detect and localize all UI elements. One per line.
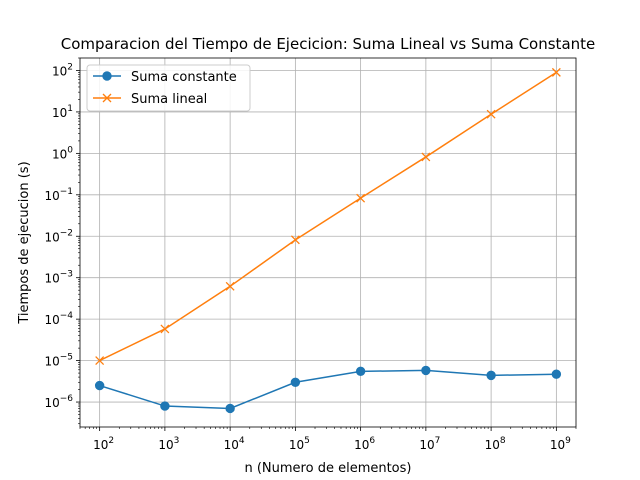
x-tick-label: 105: [289, 436, 310, 452]
series-line: [99, 369, 557, 410]
legend-label: Suma constante: [131, 70, 237, 85]
x-tick-label: 107: [419, 436, 440, 452]
data-point: [421, 365, 431, 376]
axis-ticks: 102 103 104 105 106 107 108 109 10−6 10−5 10−4 10−3…: [44, 57, 577, 452]
data-point: [355, 366, 366, 377]
data-point: [95, 356, 105, 366]
data-point: [225, 281, 235, 291]
x-tick-label: 103: [158, 436, 179, 452]
y-tick-label: 102: [52, 62, 73, 78]
data-point: [290, 235, 300, 245]
marker-stroke: [356, 193, 366, 203]
y-tick-label: 10−5: [44, 353, 73, 369]
x-tick-label: 108: [485, 436, 506, 452]
plot-area-frame: [79, 57, 577, 428]
marker-stroke: [290, 235, 300, 245]
data-point: [160, 401, 170, 411]
series-suma-lineal: [95, 67, 561, 366]
x-axis-label: n (Numero de elementos): [244, 461, 411, 476]
data-series: [94, 67, 562, 414]
x-tick-label: 102: [93, 436, 114, 452]
y-tick-label: 10−2: [44, 228, 73, 244]
data-point: [551, 369, 562, 379]
legend: Suma constante Suma lineal: [86, 64, 251, 112]
y-axis-label: Tiempos de ejecucion (s): [17, 161, 32, 324]
y-tick-label: 10−3: [44, 270, 73, 286]
series-suma-constante: [94, 365, 562, 414]
data-point: [225, 403, 235, 414]
data-point: [486, 370, 496, 381]
y-tick-label: 10−4: [44, 311, 73, 327]
grid-lines: [80, 58, 576, 427]
chart-title: Comparacion del Tiempo de Ejecicion: Sum…: [61, 35, 596, 53]
data-point: [486, 109, 496, 119]
legend-marker: [102, 71, 112, 81]
data-point: [290, 377, 301, 387]
y-tick-label: 10−6: [44, 394, 73, 410]
data-point: [356, 193, 366, 203]
marker-stroke: [551, 67, 561, 77]
x-tick-label: 106: [354, 436, 375, 452]
series-line: [99, 71, 557, 362]
y-tick-label: 101: [52, 104, 73, 120]
marker-stroke: [225, 281, 235, 291]
legend-label: Suma lineal: [131, 92, 207, 107]
marker-stroke: [486, 109, 496, 119]
x-tick-label: 109: [550, 436, 571, 452]
legend-box: [86, 64, 251, 112]
data-point: [551, 67, 561, 77]
data-point: [160, 324, 170, 334]
data-point: [421, 152, 431, 162]
y-tick-label: 100: [52, 145, 73, 161]
marker-stroke: [421, 152, 431, 162]
marker-stroke: [102, 93, 112, 103]
marker-stroke: [160, 324, 170, 334]
legend-marker: [102, 93, 112, 103]
x-tick-label: 104: [224, 436, 245, 452]
legend-entry: Suma lineal: [93, 92, 207, 107]
data-point: [94, 380, 105, 391]
marker-stroke: [95, 356, 105, 366]
y-tick-label: 10−1: [44, 187, 73, 203]
legend-entry: Suma constante: [93, 70, 237, 85]
